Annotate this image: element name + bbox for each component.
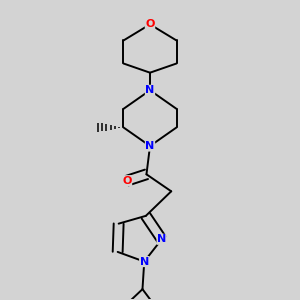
Text: N: N <box>157 234 166 244</box>
Text: O: O <box>145 20 155 29</box>
Text: N: N <box>140 256 149 267</box>
Text: N: N <box>146 85 154 95</box>
Text: O: O <box>122 176 132 186</box>
Text: N: N <box>146 141 154 151</box>
